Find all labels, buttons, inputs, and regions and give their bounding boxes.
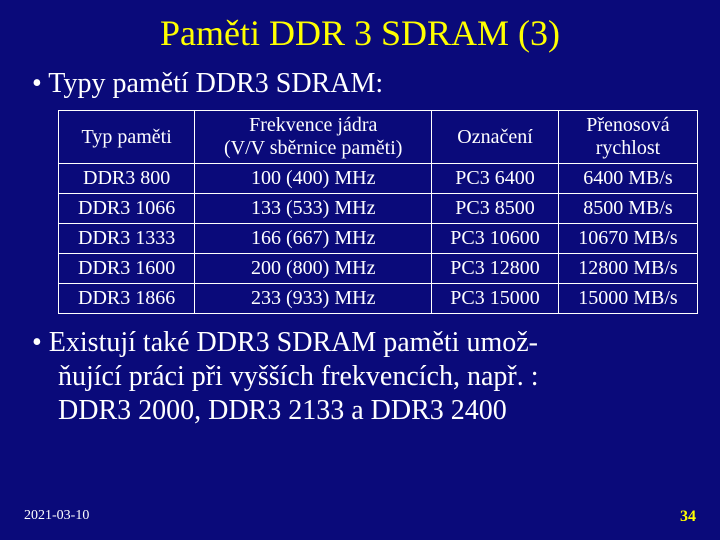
cell: PC3 15000 [432, 284, 559, 314]
cell: PC3 12800 [432, 254, 559, 284]
cell: 200 (800) MHz [195, 254, 432, 284]
cell: 233 (933) MHz [195, 284, 432, 314]
col-speed-l2: rychlost [596, 137, 660, 159]
cell: DDR3 800 [59, 164, 195, 194]
table-row: DDR3 1333 166 (667) MHz PC3 10600 10670 … [59, 224, 698, 254]
slide-footer: 2021-03-10 34 [24, 508, 696, 526]
cell: DDR3 1600 [59, 254, 195, 284]
col-type: Typ paměti [59, 111, 195, 164]
col-speed: Přenosová rychlost [558, 111, 697, 164]
col-freq-l1: Frekvence jádra [249, 114, 377, 136]
slide-title: Paměti DDR 3 SDRAM (3) [0, 0, 720, 62]
cell: PC3 6400 [432, 164, 559, 194]
table-row: DDR3 1600 200 (800) MHz PC3 12800 12800 … [59, 254, 698, 284]
cell: 15000 MB/s [558, 284, 697, 314]
cell: PC3 10600 [432, 224, 559, 254]
cell: DDR3 1333 [59, 224, 195, 254]
table-row: DDR3 1866 233 (933) MHz PC3 15000 15000 … [59, 284, 698, 314]
cell: DDR3 1866 [59, 284, 195, 314]
cell: 12800 MB/s [558, 254, 697, 284]
col-speed-l1: Přenosová [586, 114, 669, 136]
cell: 6400 MB/s [558, 164, 697, 194]
bullet-2-l2: ňující práci při vyšších frekvencích, na… [32, 360, 539, 394]
footer-page-number: 34 [680, 508, 696, 526]
bullet-2: • Existují také DDR3 SDRAM paměti umož- … [24, 326, 696, 428]
col-freq: Frekvence jádra (V/V sběrnice paměti) [195, 111, 432, 164]
cell: 10670 MB/s [558, 224, 697, 254]
bullet-1: • Typy pamětí DDR3 SDRAM: [24, 68, 696, 100]
table-row: DDR3 800 100 (400) MHz PC3 6400 6400 MB/… [59, 164, 698, 194]
col-freq-l2: (V/V sběrnice paměti) [224, 137, 402, 159]
cell: 166 (667) MHz [195, 224, 432, 254]
bullet-2-l3: DDR3 2000, DDR3 2133 a DDR3 2400 [32, 394, 507, 428]
cell: 133 (533) MHz [195, 194, 432, 224]
slide-content: • Typy pamětí DDR3 SDRAM: Typ paměti Fre… [0, 62, 720, 428]
cell: DDR3 1066 [59, 194, 195, 224]
cell: 100 (400) MHz [195, 164, 432, 194]
table-row: DDR3 1066 133 (533) MHz PC3 8500 8500 MB… [59, 194, 698, 224]
cell: PC3 8500 [432, 194, 559, 224]
table-header-row: Typ paměti Frekvence jádra (V/V sběrnice… [59, 111, 698, 164]
bullet-2-l1: • Existují také DDR3 SDRAM paměti umož- [32, 327, 538, 358]
cell: 8500 MB/s [558, 194, 697, 224]
ddr3-table: Typ paměti Frekvence jádra (V/V sběrnice… [58, 110, 698, 314]
col-label: Označení [432, 111, 559, 164]
footer-date: 2021-03-10 [24, 508, 89, 526]
